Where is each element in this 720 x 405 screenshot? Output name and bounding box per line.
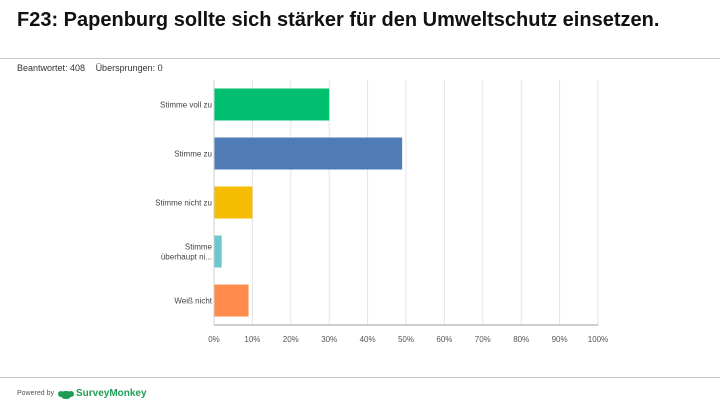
x-tick-label: 80% xyxy=(513,335,529,344)
x-tick-label: 50% xyxy=(398,335,414,344)
x-tick-label: 30% xyxy=(321,335,337,344)
x-tick-label: 20% xyxy=(283,335,299,344)
category-label: Stimme überhaupt ni... xyxy=(161,243,213,262)
bar xyxy=(214,186,253,219)
skipped-count: Übersprungen: 0 xyxy=(95,63,163,73)
powered-by: Powered by SurveyMonkey xyxy=(17,388,147,399)
footer-divider xyxy=(0,377,720,378)
bar xyxy=(214,137,403,170)
category-label: Stimme zu xyxy=(174,150,212,159)
category-label: Stimme voll zu xyxy=(160,101,212,110)
page-title: F23: Papenburg sollte sich stärker für d… xyxy=(17,9,660,31)
category-label: Weiß nicht xyxy=(174,297,212,306)
powered-by-label: Powered by xyxy=(17,390,54,397)
surveymonkey-logo: SurveyMonkey xyxy=(57,388,147,399)
surveymonkey-icon xyxy=(57,390,74,399)
x-tick-label: 10% xyxy=(244,335,260,344)
category-label: Stimme nicht zu xyxy=(155,199,212,208)
brand-name: SurveyMonkey xyxy=(75,388,147,399)
x-tick-label: 40% xyxy=(360,335,376,344)
bar xyxy=(214,235,222,268)
answered-count: Beantwortet: 408 xyxy=(17,63,86,73)
bar xyxy=(214,88,330,121)
x-tick-label: 60% xyxy=(436,335,452,344)
x-tick-label: 0% xyxy=(208,335,220,344)
bar xyxy=(214,284,249,317)
x-tick-label: 100% xyxy=(588,335,608,344)
x-tick-label: 90% xyxy=(552,335,568,344)
response-stats: Beantwortet: 408 Übersprungen: 0 xyxy=(17,63,171,73)
x-tick-label: 70% xyxy=(475,335,491,344)
title-divider xyxy=(0,58,720,59)
